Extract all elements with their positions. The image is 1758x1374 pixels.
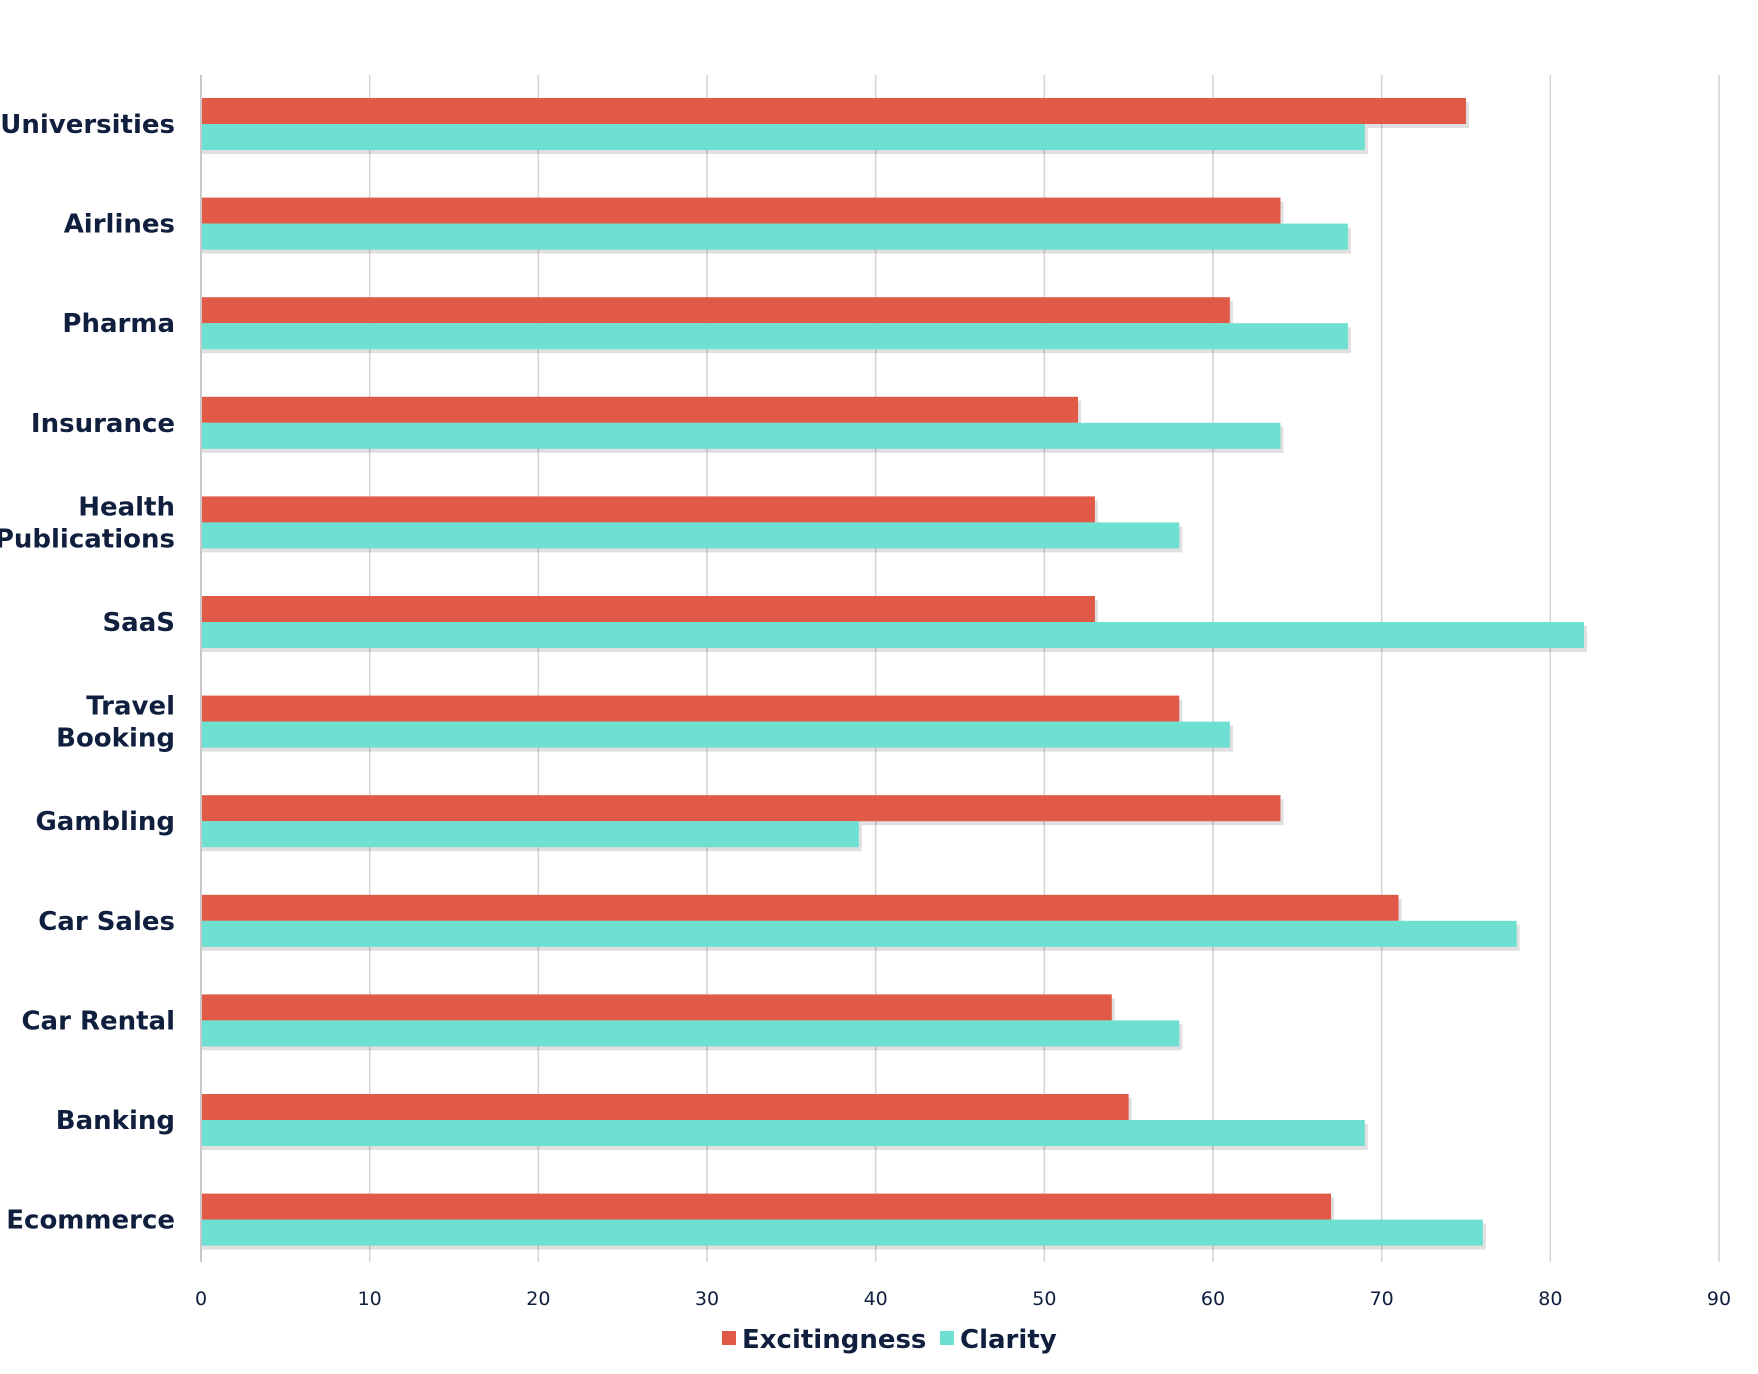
category-label: Airlines: [64, 210, 175, 240]
bars: [201, 98, 1588, 1250]
bar-excitingness: [201, 396, 1079, 423]
x-tick-label: 30: [695, 1288, 719, 1310]
bar-excitingness: [201, 994, 1112, 1021]
category-label: Universities: [0, 110, 175, 140]
bar-excitingness: [201, 695, 1180, 722]
bar-clarity: [201, 1020, 1180, 1047]
category-label: Publications: [0, 524, 175, 554]
category-label: Gambling: [35, 807, 175, 837]
x-tick-labels: 0 10 20 30 40 50 60 70 80 90: [195, 1288, 1731, 1310]
bar-excitingness: [201, 197, 1281, 224]
bar-clarity: [201, 1120, 1365, 1146]
bar-clarity: [201, 622, 1585, 648]
x-tick-label: 80: [1538, 1288, 1562, 1310]
category-label: Insurance: [31, 409, 175, 439]
bar-excitingness: [201, 795, 1281, 822]
category-label: Car Sales: [38, 907, 175, 937]
category-label: SaaS: [102, 608, 175, 638]
bar-clarity: [201, 323, 1348, 350]
grid-lines: [368, 75, 1720, 1262]
legend: Excitingness Clarity: [722, 1325, 1057, 1355]
x-tick-label: 60: [1201, 1288, 1225, 1310]
category-label: Banking: [56, 1106, 175, 1136]
category-label: Travel: [86, 692, 175, 722]
x-tick-label: 20: [526, 1288, 550, 1310]
bar-excitingness: [201, 1094, 1129, 1120]
x-tick-label: 10: [358, 1288, 382, 1310]
x-tick-label: 40: [864, 1288, 888, 1310]
legend-label-clarity: Clarity: [960, 1325, 1057, 1355]
category-labels: Universities Airlines Pharma Insurance Healt…: [0, 110, 175, 1236]
bar-clarity: [201, 522, 1180, 549]
category-label: Pharma: [62, 309, 175, 339]
bar-clarity: [201, 422, 1281, 449]
x-tick-label: 70: [1370, 1288, 1394, 1310]
bar-clarity: [201, 1219, 1483, 1246]
bar-clarity: [201, 124, 1365, 150]
bar-excitingness: [201, 894, 1399, 921]
x-tick-label: 0: [195, 1288, 207, 1310]
category-label: Car Rental: [21, 1006, 175, 1036]
bar-excitingness: [201, 596, 1095, 622]
bar-excitingness: [201, 1193, 1332, 1220]
x-tick-label: 90: [1707, 1288, 1731, 1310]
bar-clarity: [201, 920, 1517, 947]
category-label: Health: [78, 492, 175, 522]
legend-swatch-excitingness: [722, 1331, 736, 1345]
bar-clarity: [201, 721, 1230, 748]
bar-excitingness: [201, 98, 1466, 124]
legend-swatch-clarity: [940, 1331, 954, 1345]
legend-label-excitingness: Excitingness: [742, 1325, 926, 1355]
bar-clarity: [201, 821, 859, 848]
bar-excitingness: [201, 496, 1095, 523]
category-label: Booking: [56, 724, 175, 754]
x-tick-label: 50: [1032, 1288, 1056, 1310]
category-label: Ecommerce: [6, 1206, 175, 1236]
bar-clarity: [201, 223, 1348, 250]
bar-excitingness: [201, 297, 1230, 324]
